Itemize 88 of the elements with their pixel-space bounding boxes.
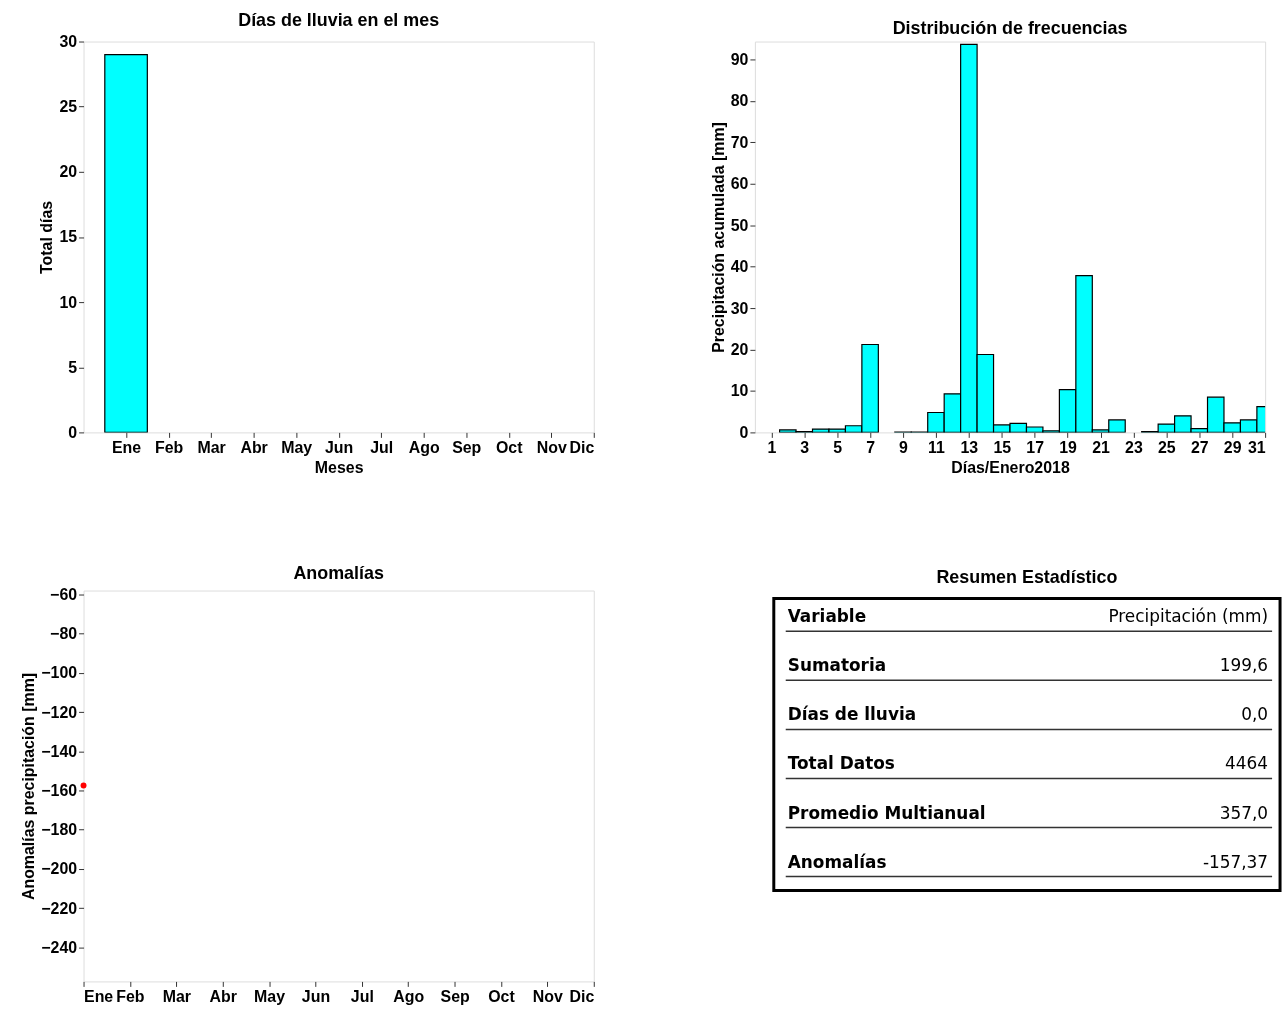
y-tick-label: 10 <box>59 293 78 311</box>
x-tick-label: 31 <box>1247 438 1266 456</box>
y-tick-label: 10 <box>730 382 749 400</box>
x-tick-label: Ene <box>111 438 142 456</box>
x-tick-label: 5 <box>833 438 843 456</box>
y-tick-label: −100 <box>41 664 78 682</box>
x-tick-label: Abr <box>240 438 268 456</box>
x-tick-label: 15 <box>993 438 1012 456</box>
category-label: Días de lluvia <box>787 704 917 725</box>
y-axis-title: Total días <box>38 200 56 274</box>
y-tick-label: 25 <box>59 98 78 116</box>
chart-title: Días de lluvia en el mes <box>238 9 440 30</box>
text: 199,6 <box>1219 655 1269 676</box>
y-tick-label: −240 <box>41 938 78 956</box>
x-tick-label: 3 <box>800 438 810 456</box>
y-tick-label: −80 <box>50 625 78 643</box>
x-tick-label: Sep <box>440 987 470 1005</box>
y-tick-label: 0 <box>68 423 78 441</box>
x-tick-label: 9 <box>899 438 909 456</box>
y-tick-label: −140 <box>41 742 78 760</box>
y-tick-label: 15 <box>59 228 78 246</box>
x-tick-label: 27 <box>1190 438 1209 456</box>
x-axis-title: Días/Enero2018 <box>951 458 1070 476</box>
x-tick-label: Oct <box>488 987 516 1005</box>
chart-title: Anomalías <box>293 562 384 583</box>
y-tick-label: 30 <box>59 33 78 50</box>
x-tick-label: Sep <box>452 438 482 456</box>
x-tick-label: Ago <box>393 987 425 1005</box>
y-tick-label: 20 <box>730 340 749 358</box>
y-tick-label: 90 <box>730 50 749 68</box>
text: Precipitación (mm) <box>1108 606 1269 627</box>
x-tick-label: Ene <box>84 987 114 1005</box>
x-tick-label: 11 <box>928 438 945 456</box>
x-tick-label: Ago <box>408 438 440 456</box>
x-tick-label: 21 <box>1092 438 1111 456</box>
x-tick-label: Mar <box>162 987 191 1005</box>
y-tick-label: 80 <box>730 92 749 110</box>
x-axis-title: Meses <box>314 458 364 476</box>
y-tick-label: −120 <box>41 703 78 721</box>
chart-title: Distribución de frecuencias <box>892 17 1128 38</box>
category-label: Sumatoria <box>787 655 887 676</box>
category-label: Anomalías <box>787 851 887 872</box>
x-tick-label: Oct <box>495 438 524 456</box>
y-tick-label: −60 <box>50 585 78 603</box>
x-tick-label: Dic <box>569 987 595 1005</box>
x-tick-label: 17 <box>1026 438 1045 456</box>
x-tick-label: Dic <box>569 438 595 456</box>
y-tick-label: 70 <box>730 133 749 151</box>
y-tick-label: −220 <box>41 899 78 917</box>
y-tick-label: 20 <box>59 163 78 181</box>
text: 357,0 <box>1219 802 1269 823</box>
x-tick-label: Mar <box>197 438 226 456</box>
x-tick-label: 19 <box>1059 438 1078 456</box>
text: Resumen Estadístico <box>936 566 1118 587</box>
y-tick-label: 30 <box>730 299 749 317</box>
y-tick-label: −180 <box>41 821 78 839</box>
y-tick-label: 5 <box>68 358 78 376</box>
y-tick-label: −160 <box>41 781 78 799</box>
x-tick-label: May <box>281 438 313 456</box>
x-tick-label: Jun <box>301 987 331 1005</box>
y-axis-title: Anomalías precipitación [mm] <box>20 672 38 901</box>
x-tick-label: 23 <box>1125 438 1143 456</box>
category-label: Variable <box>787 606 867 627</box>
y-axis-title: Precipitación acumulada [mm] <box>709 122 727 353</box>
y-tick-label: 50 <box>730 216 749 234</box>
x-tick-label: Nov <box>536 438 567 456</box>
y-tick-label: 40 <box>730 258 749 276</box>
x-tick-label: 29 <box>1223 438 1242 456</box>
text: 4464 <box>1225 753 1269 774</box>
text: 0,0 <box>1241 704 1269 725</box>
x-tick-label: Abr <box>209 987 237 1005</box>
x-tick-label: 1 <box>767 438 777 456</box>
y-tick-label: 60 <box>730 175 749 193</box>
x-tick-label: 25 <box>1158 438 1176 456</box>
text: -157,37 <box>1202 851 1269 872</box>
x-tick-label: Jul <box>350 987 374 1005</box>
x-tick-label: 13 <box>960 438 979 456</box>
x-tick-label: 7 <box>866 438 876 456</box>
x-tick-label: Jun <box>325 438 354 456</box>
x-tick-label: Feb <box>116 987 145 1005</box>
x-tick-label: Feb <box>154 438 184 456</box>
category-label: Promedio Multianual <box>787 802 986 823</box>
x-tick-label: Jul <box>370 438 394 456</box>
y-tick-label: −200 <box>41 860 78 878</box>
category-label: Total Datos <box>787 753 895 774</box>
x-tick-label: May <box>254 987 286 1005</box>
x-tick-label: Nov <box>532 987 564 1005</box>
y-tick-label: 0 <box>739 423 749 441</box>
